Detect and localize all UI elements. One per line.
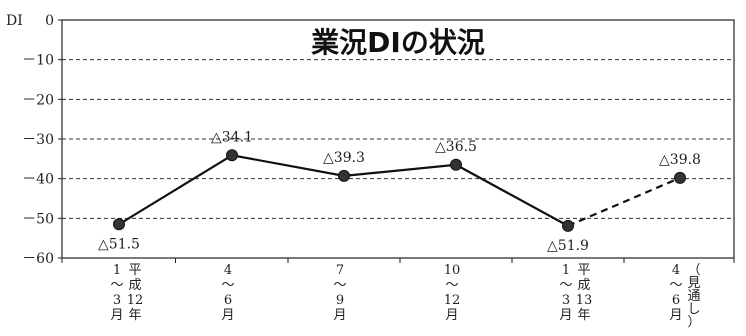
category-label-line: 1 [113, 263, 121, 278]
y-axis-ticks: 0 －10 －20 －30 －40 －50 －60 [22, 13, 62, 267]
era-label-line: 年 [577, 308, 590, 323]
era-label-line: 平 [128, 263, 141, 278]
category-label-line: 9 [336, 293, 344, 308]
y-tick-label: －10 [22, 53, 54, 69]
era-label-line: 成 [128, 278, 141, 293]
category-label-line: 〜 [559, 278, 572, 293]
category-label-line: 6 [224, 293, 232, 308]
era-label-line: 13 [576, 293, 593, 308]
y-tick-label: －40 [22, 172, 54, 188]
series-lines [118, 154, 681, 227]
category-label-line: 3 [113, 293, 121, 308]
category-label-line: 3 [562, 293, 570, 308]
era-label-line: 12 [127, 293, 144, 308]
era-label-line: 成 [577, 278, 590, 293]
data-label: △36.5 [435, 139, 477, 155]
y-tick-label: 0 [45, 13, 54, 29]
era-label-line: 年 [128, 308, 141, 323]
category-label-line: 12 [444, 293, 461, 308]
data-point [674, 171, 686, 184]
category-label-line: 月 [445, 308, 458, 323]
category-label-line: 月 [221, 308, 234, 323]
category-label-line: 7 [336, 263, 344, 278]
y-tick-label: －30 [22, 132, 54, 148]
forecast-note-line: ） [687, 315, 700, 330]
category-label: 4〜6月 [221, 263, 234, 323]
category-label-line: 月 [559, 308, 572, 323]
category-label-line: 10 [444, 263, 461, 278]
category-label-line: 〜 [110, 278, 123, 293]
data-label: △51.9 [547, 238, 589, 254]
data-point [450, 158, 462, 171]
category-label: 7〜9月 [333, 263, 346, 323]
forecast-line [567, 176, 681, 227]
forecast-note-line: （ [687, 263, 700, 278]
category-label-line: 〜 [669, 278, 682, 293]
y-tick-label: －50 [22, 211, 54, 227]
y-tick-label: －60 [22, 251, 54, 267]
category-label-line: 月 [333, 308, 346, 323]
data-points [113, 149, 686, 232]
data-point [113, 218, 125, 231]
category-label-line: 〜 [445, 278, 458, 293]
gridlines [62, 59, 734, 219]
data-label: △51.5 [98, 236, 140, 252]
data-label: △39.8 [659, 152, 701, 168]
category-label: 10〜12月 [444, 263, 461, 323]
data-label: △34.1 [211, 129, 253, 145]
forecast-note-line: し [687, 302, 700, 317]
data-point [562, 219, 574, 232]
y-tick-label: －20 [22, 92, 54, 108]
category-label-line: 〜 [221, 278, 234, 293]
category-label-line: 1 [562, 263, 570, 278]
category-label-line: 月 [669, 308, 682, 323]
category-label-line: 〜 [333, 278, 346, 293]
y-axis-title: DI [6, 13, 23, 29]
data-point [338, 169, 350, 182]
era-label-line: 平 [577, 263, 590, 278]
category-label-line: 4 [224, 263, 232, 278]
category-label-line: 6 [672, 293, 680, 308]
forecast-note-line: 通 [687, 289, 700, 304]
category-label: 4〜6月 （見通し） [669, 263, 700, 330]
chart-title: 業況DIの状況 [311, 26, 485, 59]
data-point [226, 149, 238, 162]
category-label-line: 月 [110, 308, 123, 323]
x-axis-categories: 1〜3月平成12年4〜6月7〜9月10〜12月1〜3月平成13年4〜6月（見通し… [61, 258, 735, 330]
data-labels: △51.5 △34.1 △39.3 △36.5 △51.9 △39.8 [98, 129, 701, 254]
data-label: △39.3 [323, 150, 365, 166]
category-label-line: 4 [672, 263, 680, 278]
forecast-note-line: 見 [687, 276, 700, 291]
